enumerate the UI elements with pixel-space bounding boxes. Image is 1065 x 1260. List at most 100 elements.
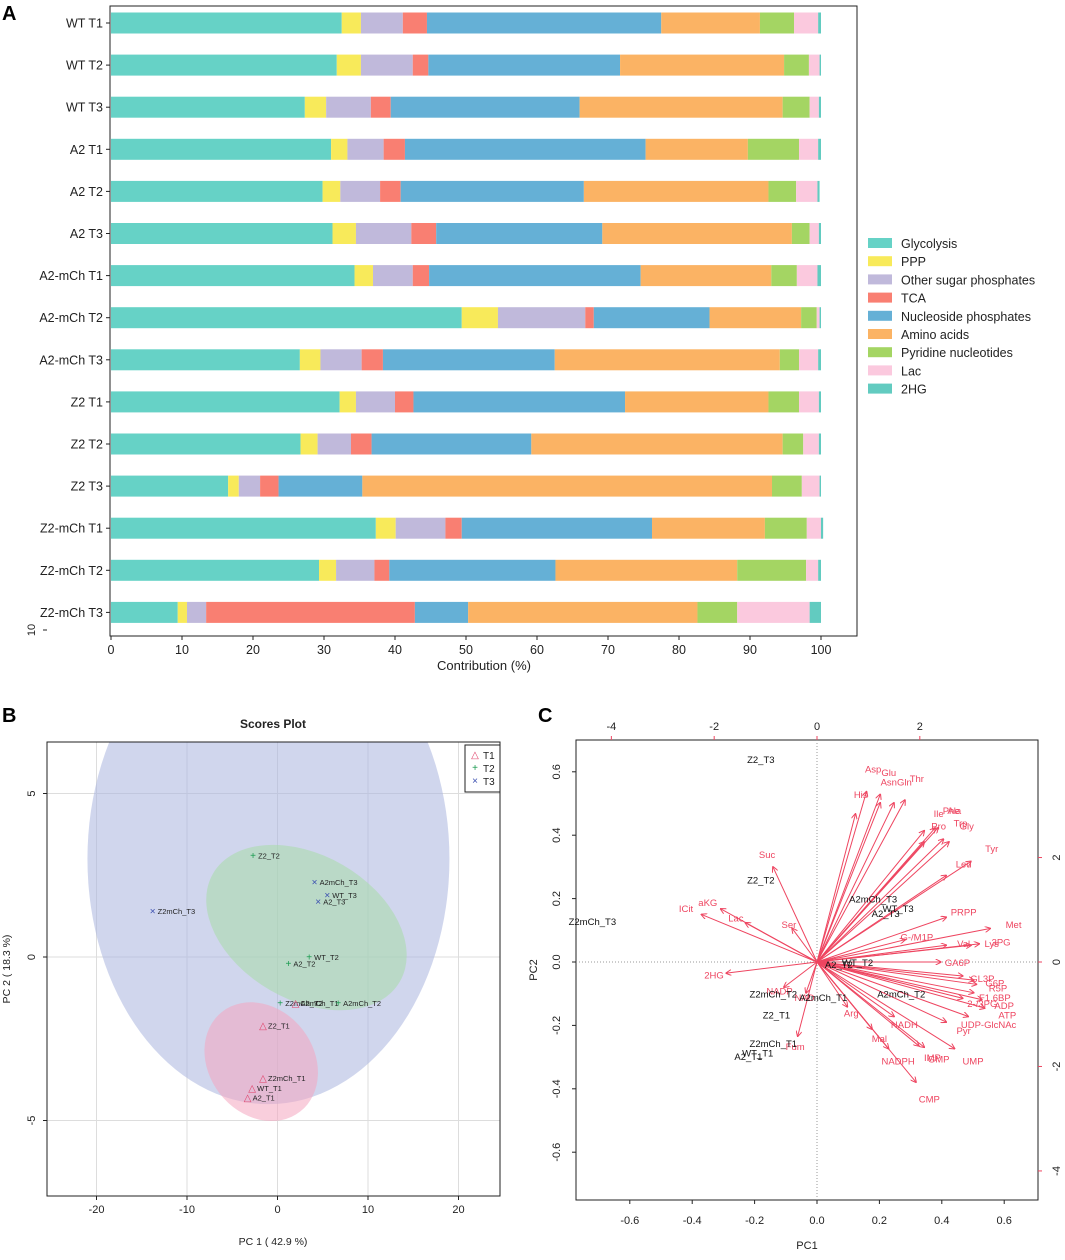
- loading-arrow: [726, 961, 818, 973]
- loading-arrow: [816, 961, 847, 1007]
- y-tick-label: 0.2: [551, 891, 563, 906]
- bar-segment: [299, 349, 321, 371]
- bar-segment: [380, 180, 401, 202]
- loading-arrow: [816, 831, 924, 963]
- legend-label: Lac: [901, 364, 921, 378]
- bar-segment: [412, 265, 430, 287]
- bar-segment: [111, 601, 178, 623]
- bar-segment: [779, 349, 799, 371]
- loading-label: GA6P: [945, 958, 970, 969]
- bar-segment: [803, 433, 819, 455]
- loading-arrow: [816, 961, 973, 980]
- y-tick-label: -0.4: [551, 1079, 563, 1098]
- bar-segment: [818, 559, 821, 581]
- bar-segment: [389, 559, 556, 581]
- loading-arrow: [816, 803, 894, 963]
- sample-label: WT_T3: [883, 904, 914, 915]
- loading-label: Ala: [947, 806, 961, 817]
- y-tick-label: A2 T1: [70, 143, 103, 157]
- legend-swatch: [868, 347, 892, 358]
- x-tick-label: 90: [743, 643, 757, 657]
- bar-segment: [341, 12, 361, 34]
- right-axis-label: 0: [1051, 959, 1063, 965]
- bar-segment: [768, 391, 799, 413]
- y-axis-label: PC 2 ( 18.3 %): [1, 935, 13, 1004]
- loading-arrow: [816, 917, 946, 963]
- bar-segment: [772, 475, 802, 497]
- sample-label: Z2_T3: [747, 755, 774, 766]
- bar-segment: [340, 180, 381, 202]
- legend-label: Glycolysis: [901, 237, 957, 251]
- bar-segment: [816, 307, 820, 329]
- bar-segment: [818, 12, 821, 34]
- plot-frame: [575, 739, 1039, 1201]
- loading-label: 3PG: [992, 937, 1011, 948]
- loading-arrow: [816, 842, 924, 963]
- score-point-label: Z2_T3: [258, 685, 280, 694]
- bar-segment: [759, 12, 795, 34]
- loading-label: Met: [1006, 920, 1022, 931]
- loading-arrow: [816, 842, 949, 963]
- bar-segment: [796, 265, 818, 287]
- bar-segment: [111, 307, 462, 329]
- bar-segment: [320, 349, 362, 371]
- bar-segment: [336, 559, 375, 581]
- y-tick-label: 5: [26, 790, 38, 796]
- sample-label: A2_T3: [872, 909, 900, 920]
- top-axis-label: 2: [917, 721, 923, 733]
- score-point-marker: +: [285, 959, 291, 970]
- score-point-label: A2_T1: [253, 1094, 275, 1103]
- loading-label: ADP: [994, 1001, 1014, 1012]
- loading-label: Fum: [786, 1042, 805, 1053]
- bar-segment: [347, 138, 384, 160]
- bar-segment: [821, 517, 824, 539]
- score-point-marker: +: [250, 851, 256, 862]
- bar-segment: [645, 138, 748, 160]
- bar-segment: [468, 601, 698, 623]
- x-tick-label: 50: [459, 643, 473, 657]
- loading-arrow: [816, 961, 954, 1048]
- bar-segment: [579, 96, 783, 118]
- x-tick-label: -0.6: [620, 1215, 639, 1227]
- bar-segment: [404, 138, 646, 160]
- bar-segment: [362, 475, 773, 497]
- loading-label: Leu: [956, 860, 972, 871]
- bar-segment: [375, 517, 396, 539]
- loading-arrow: [816, 961, 894, 1016]
- bar-segment: [801, 307, 817, 329]
- right-axis-label: -4: [1051, 1166, 1063, 1176]
- plot-area: × Z2_T3+ Z2_T2× A2mCh_T3× WT_T3× A2_T3× Z2mCh_…: [47, 685, 500, 1196]
- bar-segment: [798, 391, 819, 413]
- legend-label: Other sugar phosphates: [901, 273, 1035, 287]
- loading-arrow: [816, 795, 880, 963]
- x-axis-label: PC1: [796, 1240, 817, 1252]
- bar-segment: [300, 433, 318, 455]
- loading-label: R5P: [989, 983, 1007, 994]
- score-point-label: Z2mCh_T1: [268, 1074, 306, 1083]
- loading-label: UDP-GlcNAc: [961, 1020, 1017, 1031]
- score-point-marker: +: [306, 953, 312, 964]
- loading-arrow: [816, 800, 905, 963]
- x-tick-label: -0.4: [683, 1215, 702, 1227]
- bar-segment: [819, 307, 821, 329]
- bar-segment: [317, 433, 351, 455]
- sample-label: Z2_T2: [747, 876, 774, 887]
- loading-label: Asn: [881, 777, 897, 788]
- legend-marker: ×: [472, 776, 478, 787]
- bar-segment: [411, 223, 437, 244]
- bar-segment: [186, 601, 207, 623]
- bar-segment: [426, 12, 662, 34]
- bar-segment: [111, 433, 301, 455]
- bar-segment: [808, 54, 820, 76]
- loading-label: Suc: [759, 850, 776, 861]
- bar-segment: [593, 307, 710, 329]
- bar-segment: [238, 475, 261, 497]
- loading-arrow: [816, 961, 973, 993]
- loading-label: NADP: [766, 987, 792, 998]
- bar-segment: [400, 180, 584, 202]
- score-point-label: A2mCh_T3: [320, 878, 358, 887]
- bar-segment: [331, 138, 348, 160]
- loading-label: Asp: [865, 765, 881, 776]
- y-tick-label: 0: [26, 954, 38, 960]
